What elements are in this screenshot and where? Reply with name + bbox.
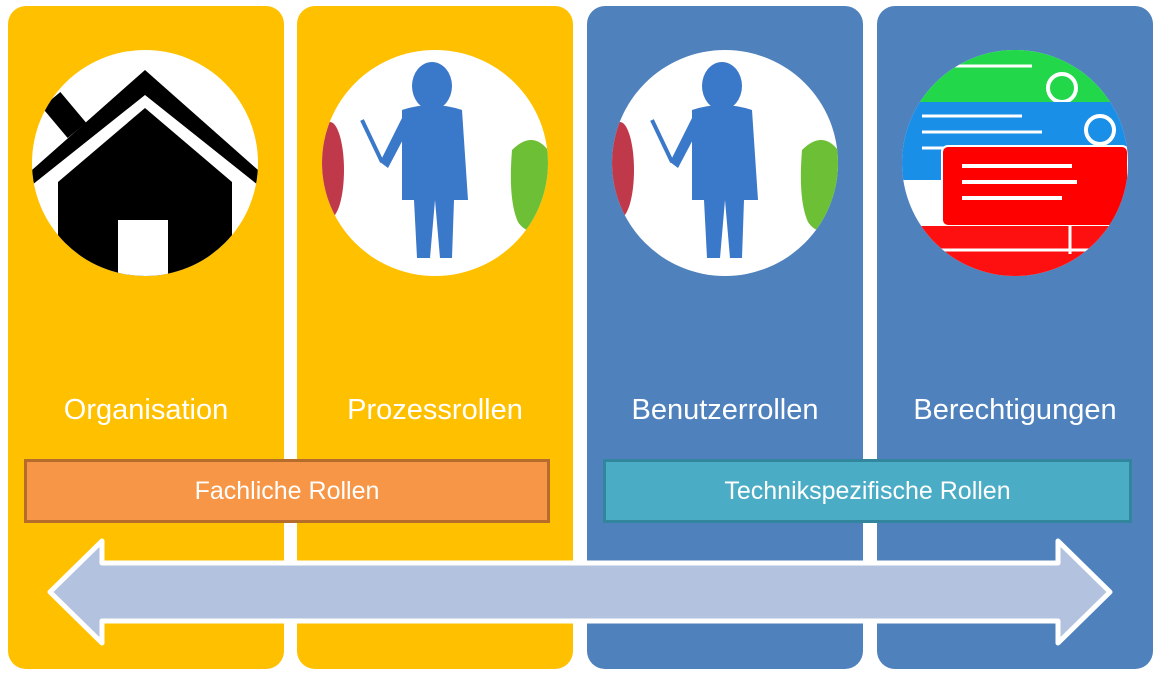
band-label: Technikspezifische Rollen <box>724 476 1011 505</box>
person-presenting-icon <box>612 50 838 276</box>
column-label: Prozessrollen <box>347 394 523 426</box>
column-label: Benutzerrollen <box>631 394 819 426</box>
column-benutzerrollen: Benutzerrollen <box>587 6 863 669</box>
column-berechtigungen: Berechtigungen <box>877 6 1153 669</box>
house-icon <box>32 50 258 276</box>
band-fachliche-rollen: Fachliche Rollen <box>24 459 550 523</box>
person-presenting-icon <box>322 50 548 276</box>
column-label: Organisation <box>63 394 229 426</box>
column-label: Berechtigungen <box>913 394 1117 426</box>
band-technikspezifische-rollen: Technikspezifische Rollen <box>603 459 1132 523</box>
column-prozessrollen: Prozessrollen <box>297 6 573 669</box>
band-label: Fachliche Rollen <box>194 476 380 505</box>
column-organisation: Organisation <box>8 6 284 669</box>
stacked-cards-icon <box>902 50 1128 276</box>
